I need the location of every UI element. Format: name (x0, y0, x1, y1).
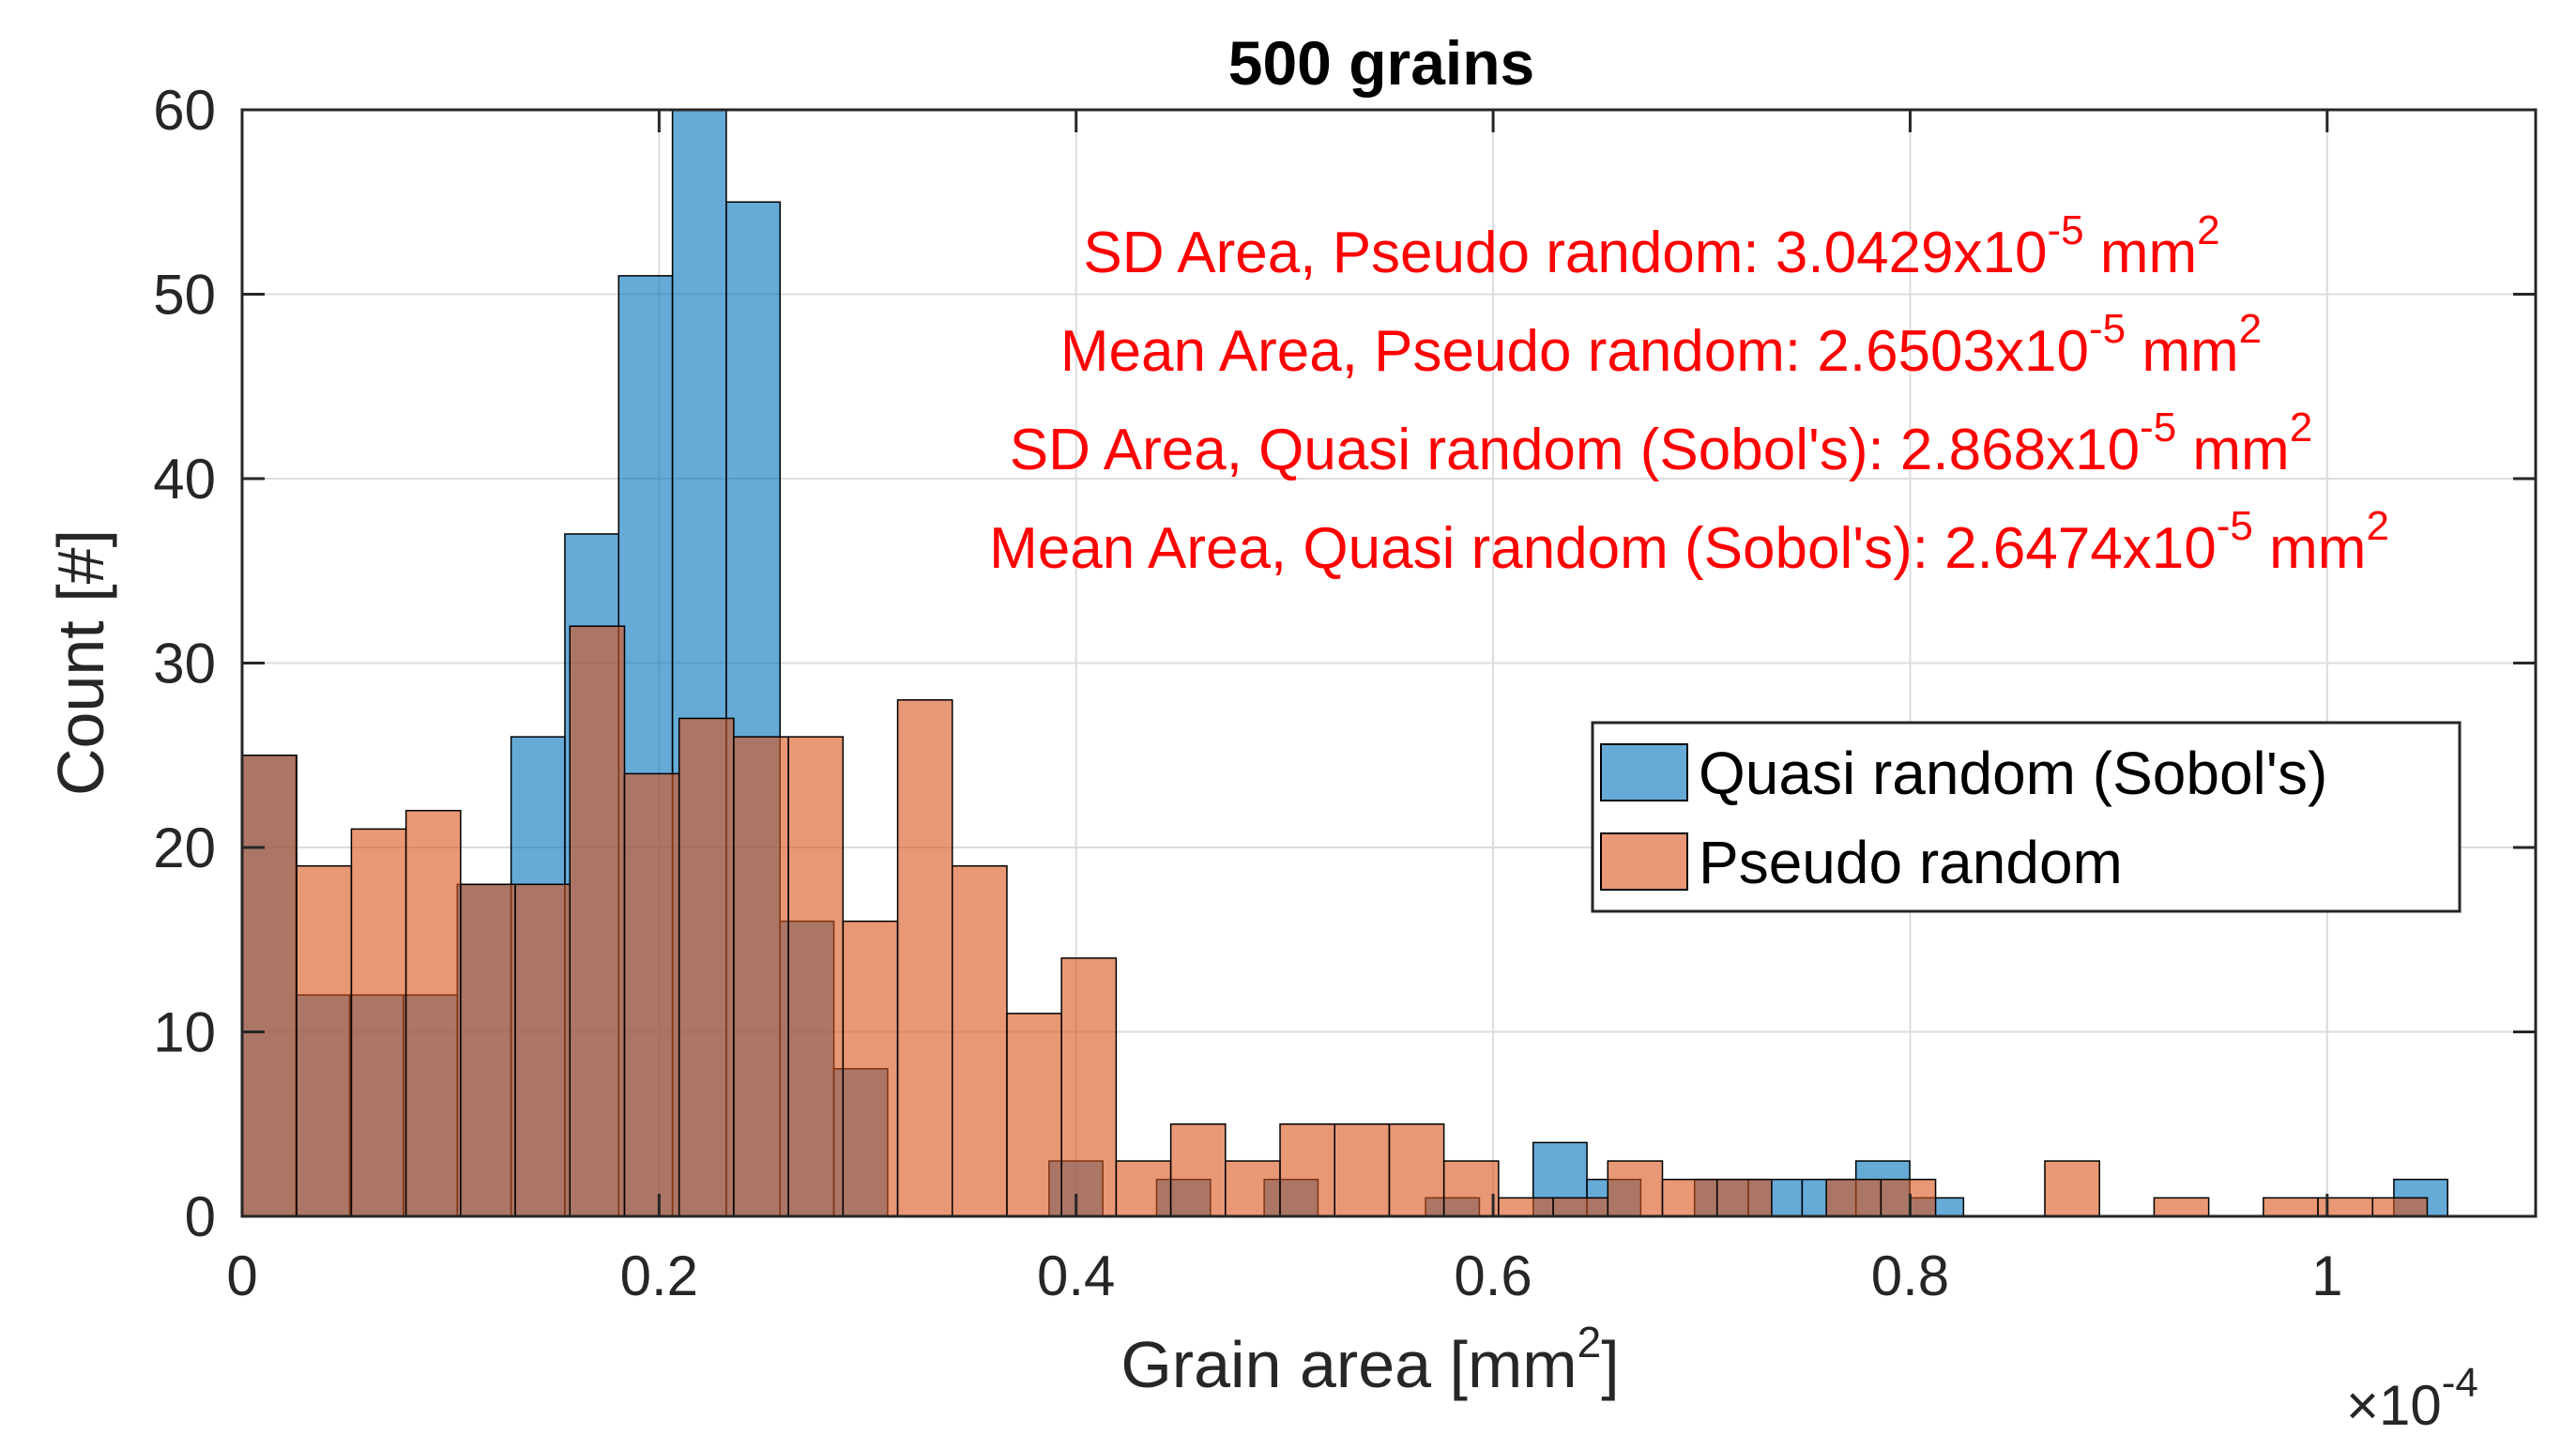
annotation-unit: mm (2253, 516, 2367, 581)
bar-pseudo (1498, 1197, 1554, 1217)
x-tick-label: 0.6 (1454, 1244, 1532, 1307)
exponent-prefix: ×10 (2346, 1374, 2442, 1437)
annotation-exponent: -5 (2047, 207, 2083, 253)
annotation-unit-sup: 2 (2197, 207, 2219, 253)
annotation-unit: mm (2176, 418, 2290, 482)
annotation-text: SD Area, Pseudo random: 3.0429x10 (1083, 221, 2047, 285)
bar-pseudo (896, 699, 953, 1217)
bar-pseudo (350, 828, 407, 1217)
bar-pseudo (1661, 1178, 1718, 1217)
x-tick-label: 1 (2311, 1244, 2342, 1307)
bar-pseudo (2153, 1197, 2210, 1217)
x-tick-label: 0.4 (1037, 1244, 1115, 1307)
annotation-sd-quasi: SD Area, Quasi random (Sobol's): 2.868x1… (1010, 404, 2312, 482)
annotation-exponent: -5 (2089, 306, 2126, 352)
y-tick-label: 50 (153, 264, 216, 327)
legend: Quasi random (Sobol's) Pseudo random (1591, 721, 2462, 913)
annotation-text: SD Area, Quasi random (Sobol's): 2.868x1… (1010, 418, 2140, 482)
x-exponent-label: ×10-4 (2346, 1360, 2478, 1437)
y-tick-label: 0 (185, 1185, 216, 1248)
annotation-text: Mean Area, Quasi random (Sobol's): 2.647… (989, 516, 2217, 581)
bar-pseudo (1825, 1178, 1882, 1217)
annotation-mean-pseudo: Mean Area, Pseudo random: 2.6503x10-5 mm… (1060, 306, 2262, 384)
bar-pseudo (787, 736, 845, 1217)
annotation-unit: mm (2084, 221, 2198, 285)
x-tick-label: 0.2 (620, 1244, 698, 1307)
x-tick-label: 0.8 (1871, 1244, 1949, 1307)
bar-pseudo (1279, 1123, 1335, 1217)
chart-title: 500 grains (1228, 28, 1535, 98)
x-tick-label: 0 (226, 1244, 257, 1307)
bar-pseudo (2044, 1160, 2100, 1217)
bar-pseudo (514, 883, 572, 1217)
bar-pseudo (2263, 1197, 2319, 1217)
annotation-text: Mean Area, Pseudo random: 2.6503x10 (1060, 319, 2089, 384)
bar-pseudo (241, 755, 297, 1217)
x-axis-label-sup: 2 (1578, 1318, 1602, 1366)
bar-pseudo (623, 772, 680, 1217)
legend-label-pseudo: Pseudo random (1699, 829, 2123, 896)
bar-pseudo (1442, 1160, 1500, 1217)
bar-pseudo (1006, 1013, 1062, 1217)
bar-pseudo (1552, 1197, 1609, 1217)
y-tick-label: 30 (153, 633, 216, 695)
legend-swatch-quasi (1600, 743, 1688, 801)
bar-pseudo (1715, 1178, 1773, 1217)
bar-pseudo (1060, 957, 1118, 1217)
y-tick-label: 60 (153, 79, 216, 142)
legend-label-quasi: Quasi random (Sobol's) (1699, 740, 2327, 807)
bar-pseudo (569, 625, 626, 1217)
bar-pseudo (1115, 1160, 1172, 1217)
bar-pseudo (842, 920, 899, 1217)
y-axis-label: Count [#] (44, 529, 117, 796)
x-axis-label: Grain area [mm2] (1120, 1318, 1619, 1401)
y-tick-label: 20 (153, 817, 216, 879)
bar-pseudo (296, 864, 353, 1217)
y-tick-label: 10 (153, 1001, 216, 1064)
bar-pseudo (1607, 1160, 1664, 1217)
legend-box (1591, 721, 2462, 913)
bar-pseudo (678, 717, 735, 1217)
bar-pseudo (733, 736, 789, 1217)
annotation-unit: mm (2126, 319, 2239, 384)
bar-pseudo (1169, 1123, 1227, 1217)
annotation-unit-sup: 2 (2366, 503, 2388, 549)
annotation-mean-quasi: Mean Area, Quasi random (Sobol's): 2.647… (989, 503, 2389, 581)
bar-pseudo (1388, 1123, 1445, 1217)
x-axis-label-end: ] (1601, 1328, 1619, 1401)
annotation-sd-pseudo: SD Area, Pseudo random: 3.0429x10-5 mm2 (1083, 207, 2219, 285)
x-axis-label-text: Grain area [mm (1120, 1328, 1577, 1401)
bar-pseudo (1225, 1160, 1281, 1217)
bar-pseudo (952, 864, 1008, 1217)
statistics-annotations: SD Area, Pseudo random: 3.0429x10-5 mm2 … (989, 207, 2389, 581)
bar-pseudo (2371, 1197, 2429, 1217)
bar-pseudo (1880, 1178, 1937, 1217)
bar-pseudo (1334, 1123, 1391, 1217)
bar-pseudo (460, 883, 516, 1217)
annotation-exponent: -5 (2217, 503, 2253, 549)
annotation-unit-sup: 2 (2239, 306, 2262, 352)
y-tick-label: 40 (153, 448, 216, 511)
annotation-unit-sup: 2 (2290, 404, 2312, 450)
exponent-sup: -4 (2442, 1360, 2478, 1406)
legend-swatch-pseudo (1600, 832, 1688, 891)
annotation-exponent: -5 (2140, 404, 2176, 450)
bar-pseudo (404, 809, 462, 1217)
